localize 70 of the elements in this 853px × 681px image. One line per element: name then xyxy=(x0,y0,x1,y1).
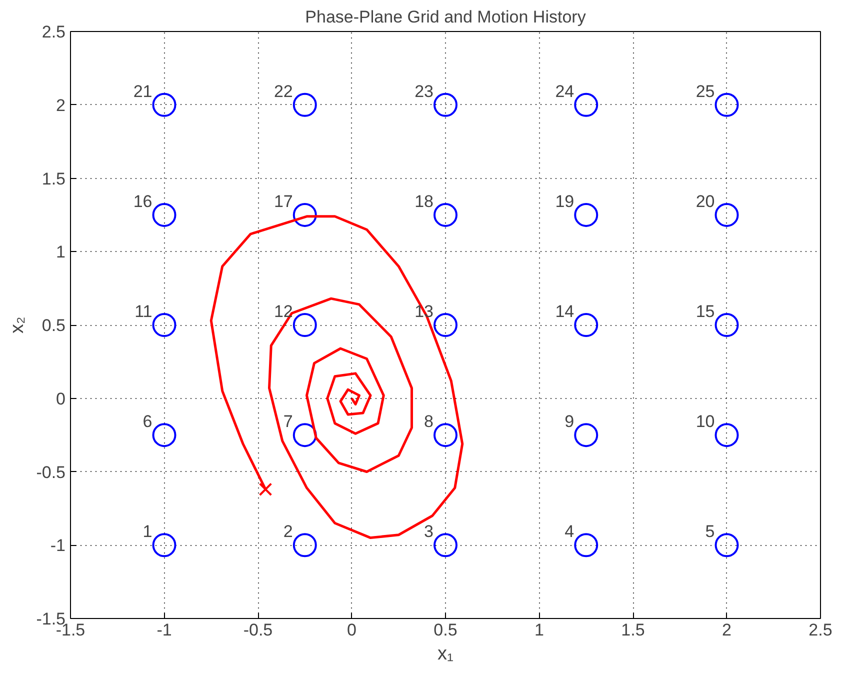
annotation: 17 xyxy=(274,192,293,211)
point xyxy=(152,313,176,337)
point xyxy=(714,423,739,448)
point xyxy=(292,202,317,227)
point xyxy=(714,92,739,117)
point xyxy=(434,533,458,558)
annotation: 1 xyxy=(142,522,152,542)
annotation: 16 xyxy=(133,192,152,211)
x-tick-label: 2 xyxy=(722,620,732,640)
point xyxy=(292,423,317,448)
annotation: 4 xyxy=(564,522,574,542)
point xyxy=(574,533,598,558)
y-tick-label: 2.5 xyxy=(42,22,66,42)
annotation: 25 xyxy=(696,82,715,101)
annotation: 21 xyxy=(133,82,152,101)
y-tick-label: 0.5 xyxy=(42,316,66,335)
point xyxy=(434,92,458,117)
annotation: 14 xyxy=(555,302,574,321)
annotation: 11 xyxy=(134,302,152,321)
point xyxy=(152,533,176,558)
annotation: 10 xyxy=(696,412,715,432)
y-tick-label: -0.5 xyxy=(36,462,66,482)
annotation: 19 xyxy=(555,192,574,211)
x-tick-label: -1 xyxy=(156,620,172,640)
point xyxy=(714,533,739,558)
annotation: 3 xyxy=(424,522,434,542)
y-tick-label: -1 xyxy=(50,536,66,556)
point xyxy=(152,423,176,448)
y-tick-label: 0 xyxy=(56,389,66,408)
x-tick-label: -0.5 xyxy=(243,620,273,640)
point xyxy=(714,313,739,337)
x-axis-title: x₁ xyxy=(438,644,454,664)
annotation: 20 xyxy=(696,192,715,211)
x-tick-label: 1 xyxy=(534,620,544,640)
point xyxy=(434,313,458,337)
point xyxy=(434,423,458,448)
y-tick-label: 1 xyxy=(56,242,66,262)
y-tick-label: 1.5 xyxy=(42,169,66,188)
annotation: 15 xyxy=(696,302,715,321)
point xyxy=(258,482,272,496)
point xyxy=(574,423,598,448)
annotation: 8 xyxy=(424,412,434,432)
annotation: 7 xyxy=(283,412,293,432)
annotation: 23 xyxy=(414,82,434,101)
x-tick-label: 0 xyxy=(347,620,356,640)
point xyxy=(152,202,176,227)
point xyxy=(574,92,598,117)
chart-title: Phase-Plane Grid and Motion History xyxy=(305,8,586,26)
annotation: 9 xyxy=(564,412,574,432)
point xyxy=(434,202,458,227)
line-series xyxy=(210,215,464,540)
point xyxy=(292,92,317,117)
point xyxy=(714,202,739,227)
y-axis-title: x₂ xyxy=(7,316,28,334)
annotation: 18 xyxy=(414,192,434,211)
point xyxy=(152,92,176,117)
point xyxy=(574,313,598,337)
x-tick-label: 1.5 xyxy=(621,620,645,640)
annotation: 22 xyxy=(274,82,293,101)
y-tick-label: 2 xyxy=(56,96,66,115)
point xyxy=(292,533,317,558)
annotation: 5 xyxy=(705,522,715,542)
annotation: 12 xyxy=(274,302,293,321)
annotation: 24 xyxy=(555,82,574,101)
annotation: 6 xyxy=(142,412,152,432)
annotation: 2 xyxy=(283,522,293,542)
x-tick-label: 0.5 xyxy=(434,620,458,640)
x-tick-label: 2.5 xyxy=(808,620,832,640)
point xyxy=(574,202,598,227)
point xyxy=(292,313,317,337)
